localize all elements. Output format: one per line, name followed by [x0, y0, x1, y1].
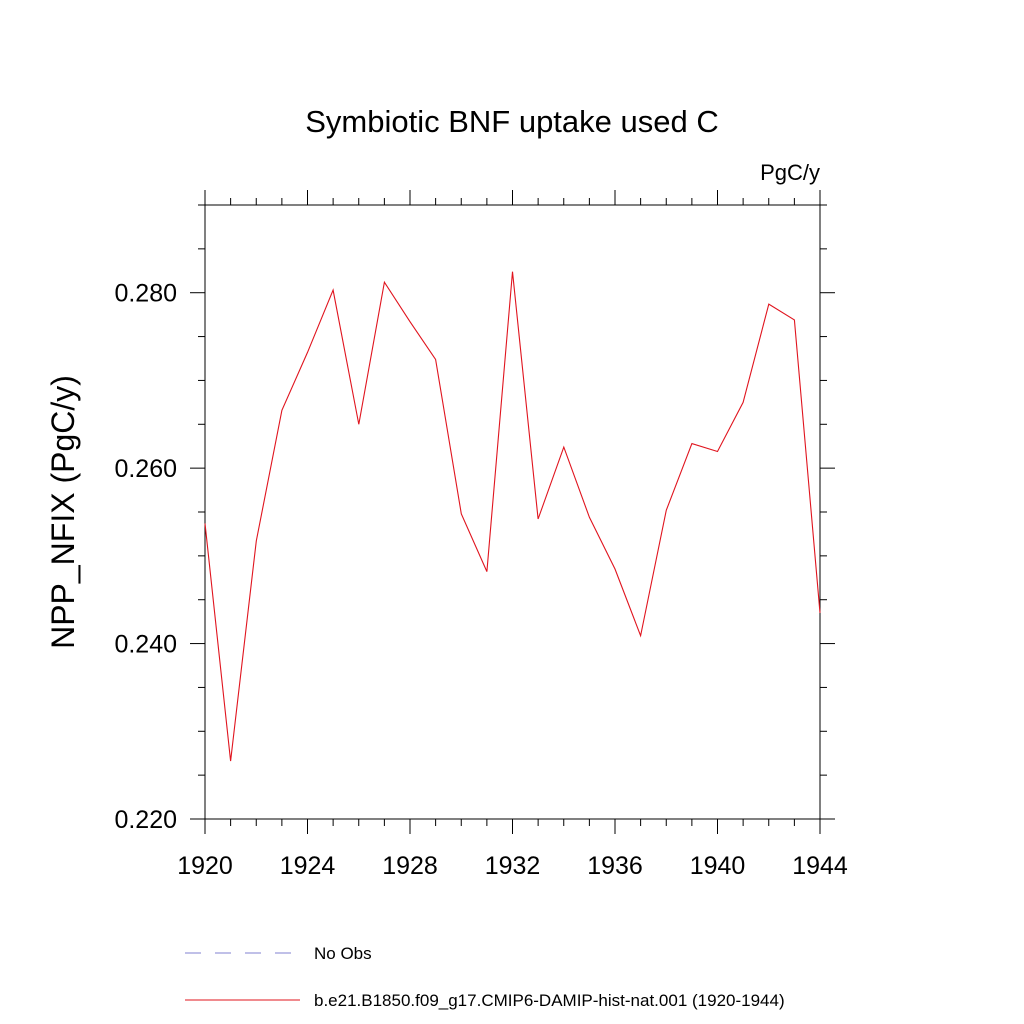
- y-tick-label: 0.220: [114, 806, 177, 834]
- y-tick-label: 0.260: [114, 455, 177, 483]
- x-tick-label: 1924: [280, 852, 336, 880]
- x-tick-label: 1936: [587, 852, 643, 880]
- x-tick-label: 1944: [792, 852, 848, 880]
- legend-label: b.e21.B1850.f09_g17.CMIP6-DAMIP-hist-nat…: [314, 991, 785, 1010]
- series-line: [204, 271, 821, 762]
- series-layer: [204, 271, 821, 762]
- plot-frame: [204, 204, 821, 820]
- x-tick-label: 1920: [177, 852, 233, 880]
- y-axis-label: NPP_NFIX (PgC/y): [45, 375, 81, 649]
- y-tick-label: 0.280: [114, 280, 177, 308]
- axis-ticks: [190, 190, 835, 834]
- legend-label: No Obs: [314, 944, 372, 963]
- legend: No Obs b.e21.B1850.f09_g17.CMIP6-DAMIP-hi…: [185, 944, 785, 1010]
- x-tick-label: 1928: [382, 852, 438, 880]
- y-tick-label: 0.240: [114, 631, 177, 659]
- units-label: PgC/y: [760, 160, 820, 185]
- chart-title: Symbiotic BNF uptake used C: [305, 104, 719, 139]
- x-tick-label: 1932: [485, 852, 541, 880]
- axis-tick-labels: 1920 1924 1928 1932 1936 1940 1944 0.220 0.240 0.…: [114, 280, 847, 880]
- x-tick-label: 1940: [690, 852, 746, 880]
